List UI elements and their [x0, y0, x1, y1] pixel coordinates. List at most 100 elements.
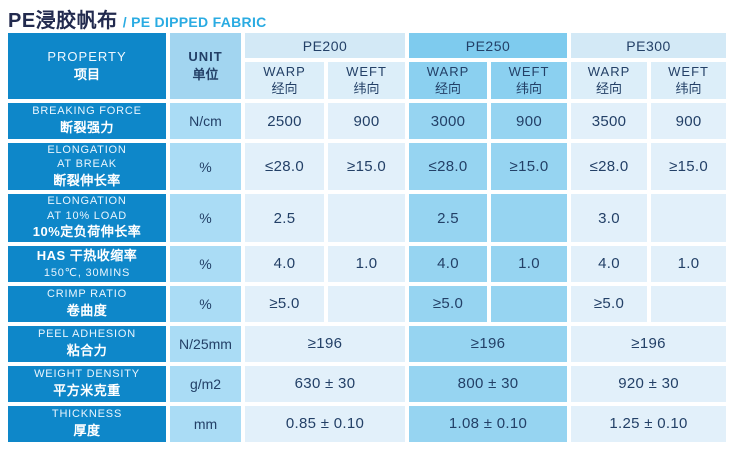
property-line: BREAKING FORCE — [32, 105, 142, 118]
subheader-warp-zh: 经向 — [271, 80, 298, 96]
value-cell-crimp-ratio-pe250-warp: ≥5.0 — [409, 285, 488, 322]
title-chinese: PE浸胶帆布 — [8, 10, 118, 32]
unit-cell-thickness: mm — [170, 405, 241, 442]
value-cell-breaking-force-pe300-warp: 3500 — [571, 103, 648, 139]
value-cell-elongation-at-break-pe300-warp: ≤28.0 — [571, 143, 648, 191]
group-header-pe250: PE250 — [409, 33, 568, 58]
unit-cell-peel-adhesion: N/25mm — [170, 325, 241, 362]
value-cell-weight-density-pe200: 630 ± 30 — [245, 365, 406, 402]
property-line: 平方米克重 — [53, 382, 121, 398]
value-cell-elongation-at-10-load-pe300-weft — [651, 194, 727, 242]
subheader-weft-pe300: WEFT 纬向 — [651, 62, 727, 99]
unit-cell-has-heat-shrinkage: % — [170, 245, 241, 282]
subheader-warp-pe300: WARP 经向 — [571, 62, 648, 99]
value-cell-breaking-force-pe300-weft: 900 — [651, 103, 727, 139]
value-cell-has-heat-shrinkage-pe250-weft: 1.0 — [491, 245, 568, 282]
property-line: 断裂强力 — [59, 119, 114, 135]
value-cell-has-heat-shrinkage-pe200-warp: 4.0 — [245, 245, 324, 282]
value-cell-has-heat-shrinkage-pe200-weft: 1.0 — [328, 245, 406, 282]
property-header-zh: 项目 — [73, 67, 100, 82]
subheader-weft-zh: 纬向 — [516, 80, 543, 96]
subheader-warp-zh: 经向 — [435, 80, 462, 96]
unit-column-header: UNIT 单位 — [170, 33, 241, 99]
value-cell-has-heat-shrinkage-pe300-warp: 4.0 — [571, 245, 648, 282]
value-cell-crimp-ratio-pe300-weft — [651, 285, 727, 322]
value-cell-crimp-ratio-pe200-weft — [328, 285, 406, 322]
value-cell-breaking-force-pe200-warp: 2500 — [245, 103, 324, 139]
value-cell-crimp-ratio-pe300-warp: ≥5.0 — [571, 285, 648, 322]
table-row-breaking-force: BREAKING FORCE 断裂强力 N/cm 2500 900 3000 900 3500… — [8, 103, 727, 139]
subheader-weft-zh: 纬向 — [353, 80, 380, 96]
property-line: WEIGHT DENSITY — [34, 368, 140, 381]
value-cell-elongation-at-10-load-pe300-warp: 3.0 — [571, 194, 648, 242]
page-title: PE浸胶帆布 / PE DIPPED FABRIC — [0, 0, 732, 32]
value-cell-elongation-at-break-pe250-warp: ≤28.0 — [409, 143, 488, 191]
property-label-weight-density: WEIGHT DENSITY 平方米克重 — [8, 365, 166, 402]
value-cell-weight-density-pe250: 800 ± 30 — [409, 365, 568, 402]
value-cell-crimp-ratio-pe200-warp: ≥5.0 — [245, 285, 324, 322]
table-row-peel-adhesion: PEEL ADHESION 粘合力 N/25mm ≥196 ≥196 ≥196 — [8, 325, 727, 362]
subheader-warp-en: WARP — [587, 63, 631, 79]
subheader-weft-zh: 纬向 — [675, 80, 702, 96]
value-cell-breaking-force-pe200-weft: 900 — [328, 103, 406, 139]
property-line: 卷曲度 — [66, 302, 108, 318]
value-cell-thickness-pe200: 0.85 ± 0.10 — [245, 405, 406, 442]
value-cell-weight-density-pe300: 920 ± 30 — [571, 365, 727, 402]
unit-header-zh: 单位 — [192, 67, 219, 82]
table-row-crimp-ratio: CRIMP RATIO 卷曲度% ≥5.0 ≥5.0 ≥5.0 — [8, 285, 727, 322]
unit-cell-breaking-force: N/cm — [170, 103, 241, 139]
property-line: ELONGATION — [47, 144, 127, 156]
group-header-pe200: PE200 — [245, 33, 406, 58]
value-cell-has-heat-shrinkage-pe300-weft: 1.0 — [651, 245, 727, 282]
property-label-elongation-at-10-load: ELONGATION AT 10% LOAD 10%定负荷伸长率 — [8, 194, 166, 242]
subheader-warp-pe250: WARP 经向 — [409, 62, 488, 99]
property-line: HAS 干热收缩率 — [36, 248, 138, 264]
value-cell-elongation-at-break-pe300-weft: ≥15.0 — [651, 143, 727, 191]
title-english: / PE DIPPED FABRIC — [122, 14, 267, 30]
value-cell-elongation-at-10-load-pe250-weft — [491, 194, 568, 242]
unit-cell-elongation-at-break: % — [170, 143, 241, 191]
subheader-weft-en: WEFT — [508, 63, 550, 79]
property-line: ELONGATION — [47, 195, 127, 208]
value-cell-peel-adhesion-pe300: ≥196 — [571, 325, 727, 362]
table-row-elongation-at-10-load: ELONGATION AT 10% LOAD 10%定负荷伸长率% 2.5 2.5 3.0 — [8, 194, 727, 242]
property-line: 150℃, 30MINS — [43, 267, 131, 280]
value-cell-thickness-pe300: 1.25 ± 0.10 — [571, 405, 727, 442]
property-line: 粘合力 — [66, 342, 108, 358]
property-line: THICKNESS — [51, 408, 123, 421]
property-header-en: PROPERTY — [47, 49, 127, 65]
value-cell-elongation-at-break-pe200-warp: ≤28.0 — [245, 143, 324, 191]
property-label-thickness: THICKNESS 厚度 — [8, 405, 166, 442]
value-cell-has-heat-shrinkage-pe250-warp: 4.0 — [409, 245, 488, 282]
property-line: AT 10% LOAD — [47, 209, 127, 222]
property-label-breaking-force: BREAKING FORCE 断裂强力 — [8, 103, 166, 139]
subheader-weft-pe200: WEFT 纬向 — [328, 62, 406, 99]
property-label-crimp-ratio: CRIMP RATIO 卷曲度 — [8, 285, 166, 322]
table-row-has-heat-shrinkage: HAS 干热收缩率 150℃, 30MINS% 4.0 1.0 4.0 1.0 4.0 1.0 — [8, 245, 727, 282]
property-line: CRIMP RATIO — [47, 288, 127, 301]
table-row-thickness: THICKNESS 厚度 mm 0.85 ± 0.10 1.08 ± 0.10 1.25 … — [8, 405, 727, 442]
property-label-peel-adhesion: PEEL ADHESION 粘合力 — [8, 325, 166, 362]
unit-cell-elongation-at-10-load: % — [170, 194, 241, 242]
property-column-header: PROPERTY 项目 — [8, 33, 166, 99]
value-cell-elongation-at-10-load-pe250-warp: 2.5 — [409, 194, 488, 242]
subheader-warp-zh: 经向 — [596, 80, 623, 96]
group-header-pe300: PE300 — [571, 33, 727, 58]
property-line: 断裂伸长率 — [53, 172, 121, 188]
subheader-weft-en: WEFT — [346, 63, 387, 79]
value-cell-elongation-at-10-load-pe200-warp: 2.5 — [245, 194, 324, 242]
subheader-warp-en: WARP — [426, 63, 470, 79]
table-row-elongation-at-break: ELONGATION AT BREAK 断裂伸长率% ≤28.0 ≥15.0 ≤28.0 ≥… — [8, 143, 727, 191]
property-line: PEEL ADHESION — [37, 328, 137, 341]
value-cell-peel-adhesion-pe250: ≥196 — [409, 325, 568, 362]
value-cell-crimp-ratio-pe250-weft — [491, 285, 568, 322]
value-cell-breaking-force-pe250-weft: 900 — [491, 103, 568, 139]
value-cell-elongation-at-break-pe250-weft: ≥15.0 — [491, 143, 568, 191]
value-cell-peel-adhesion-pe200: ≥196 — [245, 325, 406, 362]
property-label-has-heat-shrinkage: HAS 干热收缩率 150℃, 30MINS — [8, 245, 166, 282]
unit-header-en: UNIT — [188, 49, 223, 65]
spec-table: PROPERTY 项目 UNIT 单位 PE200 PE250 PE300 WARP… — [4, 29, 730, 446]
property-line: 10%定负荷伸长率 — [32, 224, 142, 240]
unit-cell-crimp-ratio: % — [170, 285, 241, 322]
value-cell-elongation-at-break-pe200-weft: ≥15.0 — [328, 143, 406, 191]
